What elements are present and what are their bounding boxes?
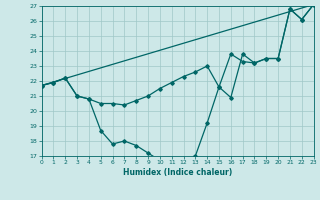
X-axis label: Humidex (Indice chaleur): Humidex (Indice chaleur) bbox=[123, 168, 232, 177]
